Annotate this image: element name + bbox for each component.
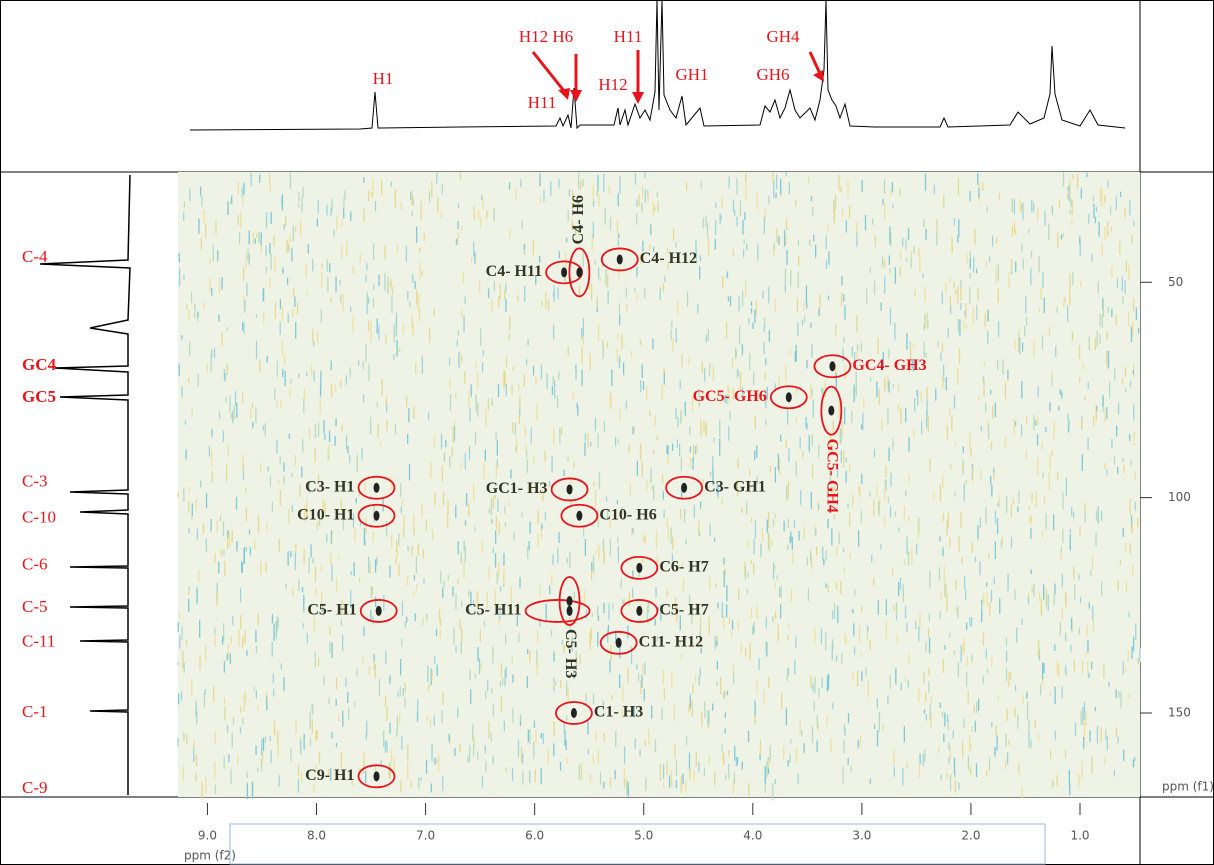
x-tick-label: 5.0 <box>634 829 653 843</box>
carbon-label: C-6 <box>22 555 48 574</box>
peak-label: C5- H1 <box>307 602 356 619</box>
peak-dot <box>566 605 573 616</box>
peak-label: C5- H3 <box>562 629 579 678</box>
peak-label: GC4- GH3 <box>852 357 926 374</box>
peak-circle <box>600 247 639 272</box>
x-tick-label: 1.0 <box>1070 829 1089 843</box>
carbon-label: C-3 <box>22 471 48 490</box>
peak-label: GC5- GH6 <box>693 388 767 405</box>
carbon-label: GC4 <box>22 355 57 374</box>
proton-label: GH4 <box>766 27 800 46</box>
peak-label: C10- H6 <box>599 506 656 523</box>
peak-circle <box>357 475 396 500</box>
peak-label: C9- H1 <box>305 767 354 784</box>
peak-dot <box>829 361 836 372</box>
peak-circle <box>558 576 581 626</box>
peak-circle <box>665 475 703 500</box>
carbon-label: GC5 <box>22 387 56 406</box>
peak-label: C11- H12 <box>639 633 703 650</box>
x-tick-label: 4.0 <box>743 829 762 843</box>
peak-circle <box>550 477 589 502</box>
peak-dot <box>636 605 643 616</box>
peak-circle <box>620 599 659 623</box>
peak-circle <box>524 599 591 623</box>
carbon-spectrum <box>39 174 131 795</box>
x-tick-label: 3.0 <box>852 829 871 843</box>
peak-circle <box>357 764 396 789</box>
carbon-label: C-11 <box>22 632 55 651</box>
noise <box>177 172 1141 801</box>
peak-dot <box>785 392 792 403</box>
peak-label: C1- H3 <box>594 704 643 721</box>
peak-dot <box>636 562 643 573</box>
peak-dot <box>566 484 573 495</box>
peak-dot <box>373 482 380 493</box>
peak-label: C3- GH1 <box>704 478 766 495</box>
peak-circle <box>555 701 593 725</box>
peak-dot <box>566 596 573 607</box>
proton-spectrum <box>189 0 1126 131</box>
peak-dot <box>616 254 623 265</box>
peak-circle <box>568 247 591 298</box>
carbon-label: C-5 <box>22 597 48 616</box>
peak-label: C10- H1 <box>297 506 354 523</box>
proton-label: H11 <box>614 27 643 46</box>
x-axis-label: ppm (f2) <box>184 849 236 863</box>
peak-label: GC1- H3 <box>486 480 548 497</box>
x-tick-label: 2.0 <box>961 829 980 843</box>
peak-label: C4- H11 <box>486 263 542 280</box>
peak-dot <box>681 482 688 493</box>
peak-label: C3- H1 <box>305 478 354 495</box>
peak-label: C4- H6 <box>570 195 587 244</box>
peak-circle <box>359 599 398 623</box>
y-tick-label: 150 <box>1168 706 1191 720</box>
peak-circle <box>620 555 659 580</box>
peak-circle <box>769 385 808 410</box>
peak-label: C6- H7 <box>659 559 708 576</box>
carbon-label: C-4 <box>22 247 48 266</box>
peak-circle <box>813 354 852 379</box>
x-tick-label: 8.0 <box>307 829 326 843</box>
y-tick-label: 100 <box>1168 490 1191 504</box>
peak-dot <box>373 771 380 782</box>
proton-label: H12 <box>598 75 627 94</box>
y-axis-label: ppm (f1) <box>1162 780 1214 794</box>
peak-dot <box>375 605 382 616</box>
x-tick-label: 9.0 <box>198 829 217 843</box>
peak-label: C5- H7 <box>659 602 708 619</box>
plot-background <box>178 172 1140 797</box>
proton-label: H1 <box>373 69 394 88</box>
peak-label: GC5- GH4 <box>824 439 841 513</box>
proton-label: GH6 <box>756 65 789 84</box>
peak-circle <box>357 503 396 528</box>
arrows <box>531 50 824 98</box>
carbon-label: C-10 <box>22 508 56 527</box>
peak-circle <box>820 385 843 436</box>
peak-dot <box>576 267 583 278</box>
proton-label: H12 H6 <box>519 27 573 46</box>
x-tick-label: 6.0 <box>525 829 544 843</box>
carbon-label: C-9 <box>22 778 48 797</box>
peak-dot <box>828 405 835 416</box>
peak-dot <box>576 510 583 521</box>
y-tick-label: 50 <box>1168 275 1183 289</box>
proton-label: H11 <box>528 93 557 112</box>
peak-dot <box>561 267 568 278</box>
peak-circle <box>560 503 599 528</box>
peak-circle <box>599 630 638 655</box>
proton-label: GH1 <box>675 65 708 84</box>
peak-label: C5- H11 <box>465 602 521 619</box>
peak-dot <box>570 708 577 719</box>
peak-dot <box>615 637 622 648</box>
peak-dot <box>373 510 380 521</box>
x-tick-label: 7.0 <box>416 829 435 843</box>
caption-box <box>229 823 1046 865</box>
carbon-label: C-1 <box>22 702 48 721</box>
peak-label: C4- H12 <box>640 250 697 267</box>
